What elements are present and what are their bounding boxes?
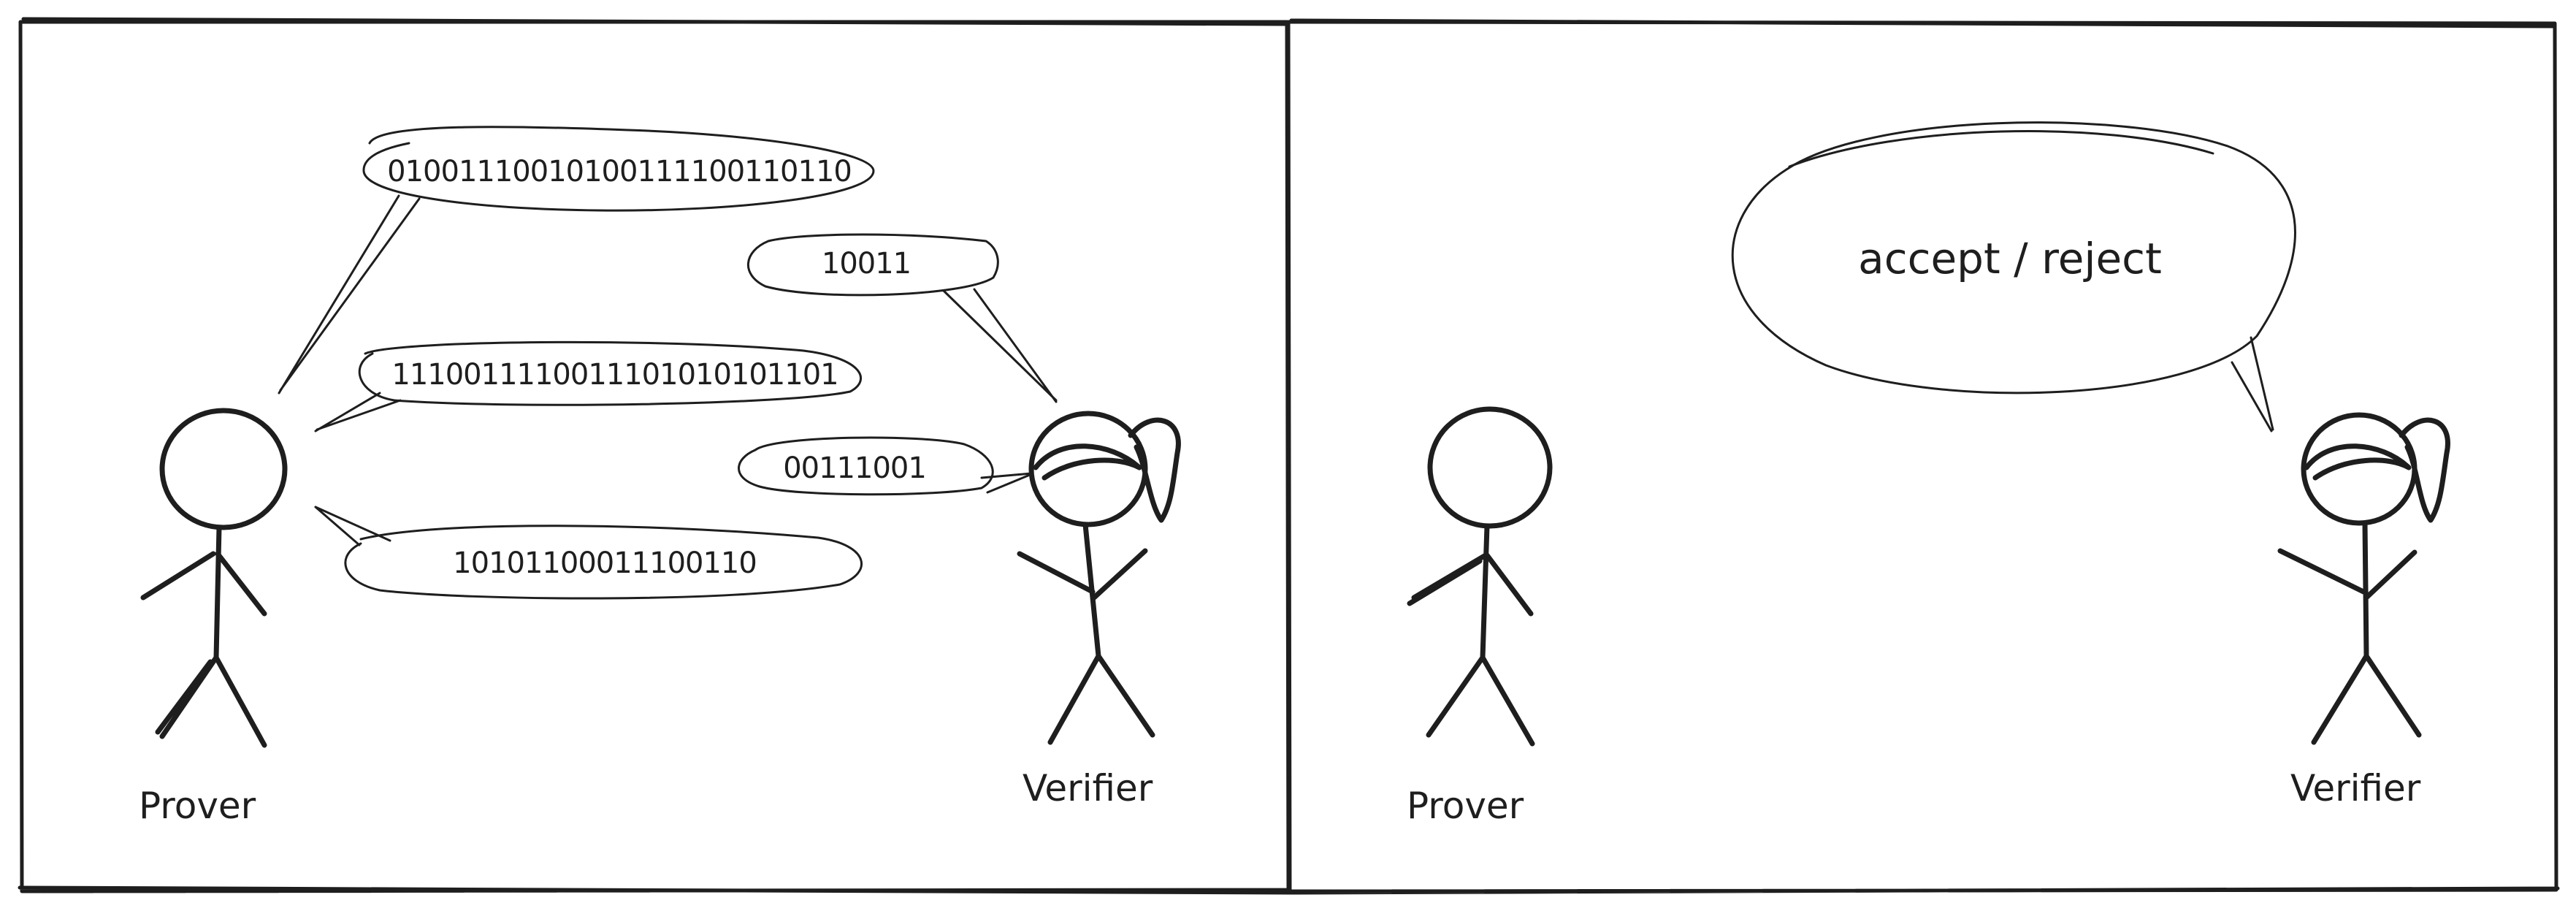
- message-bubble-4: 00111001: [738, 436, 1033, 496]
- right-prover-label: Prover: [1407, 785, 1524, 827]
- right-panel-frame: [1285, 18, 2560, 895]
- message-text-3: 1110011110011101010101101: [391, 358, 838, 392]
- message-bubble-2: 10011: [746, 233, 1058, 403]
- prover-figure: [140, 408, 288, 748]
- right-prover-figure: [1407, 406, 1553, 747]
- left-panel: 01001110010100111100110110 10011 1110011…: [18, 17, 1292, 895]
- verdict-bubble: accept / reject: [1731, 121, 2296, 432]
- left-panel-frame: [18, 17, 1292, 895]
- right-verifier-label: Verifier: [2290, 767, 2421, 809]
- verdict-text: accept / reject: [1858, 234, 2162, 283]
- verifier-figure: [1017, 411, 1181, 745]
- message-bubble-5: 10101100011100110: [314, 506, 863, 600]
- message-text-4: 00111001: [783, 451, 926, 485]
- message-bubble-1: 01001110010100111100110110: [278, 126, 875, 394]
- message-text-2: 10011: [822, 247, 911, 281]
- message-text-1: 01001110010100111100110110: [387, 155, 852, 188]
- left-prover-label: Prover: [139, 785, 256, 827]
- message-bubble-3: 1110011110011101010101101: [314, 340, 863, 432]
- right-verifier-figure: [2277, 412, 2450, 745]
- right-panel: accept / reject Prover Verifier: [1285, 18, 2560, 895]
- left-verifier-label: Verifier: [1023, 767, 1153, 809]
- message-text-5: 10101100011100110: [453, 546, 757, 580]
